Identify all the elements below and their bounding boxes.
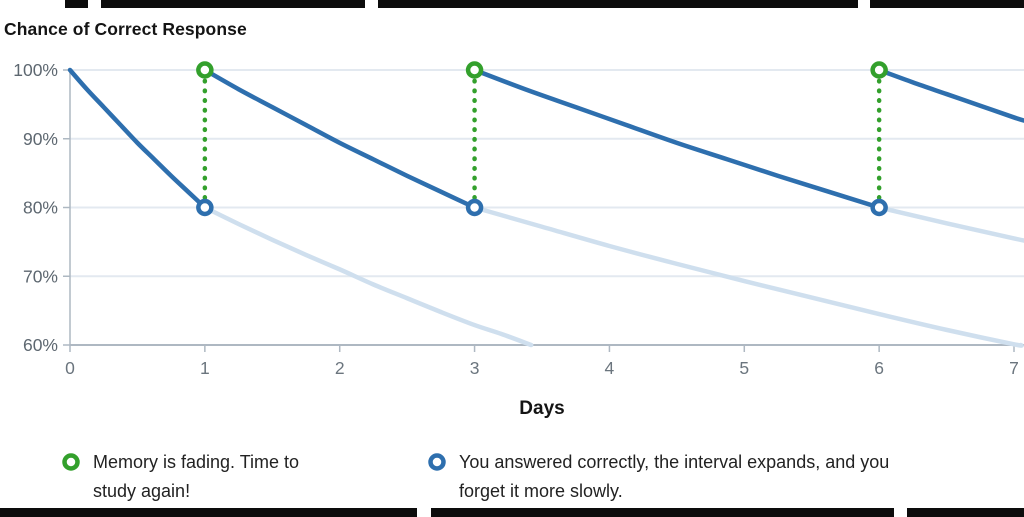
- svg-text:5: 5: [739, 358, 749, 378]
- svg-text:100%: 100%: [13, 60, 58, 80]
- svg-text:1: 1: [200, 358, 210, 378]
- legend-item-review-due: Memory is fading. Time to study again!: [60, 448, 299, 506]
- cropped-text-fragment: [101, 0, 365, 8]
- correct-answer-marker: [465, 198, 484, 217]
- svg-text:90%: 90%: [23, 129, 58, 149]
- retention-interval-1: [67, 67, 208, 210]
- svg-text:2: 2: [335, 358, 345, 378]
- cropped-content-bottom-strip: [0, 508, 1024, 517]
- x-axis-title: Days: [519, 398, 565, 419]
- legend-label-line: study again!: [93, 481, 191, 501]
- retention-interval-2: [202, 67, 477, 210]
- projected-forgetting-without-review-2: [472, 205, 1024, 348]
- study-again-marker: [870, 61, 888, 79]
- svg-text:6: 6: [874, 358, 884, 378]
- cropped-content-top-strip: [0, 0, 1024, 8]
- cropped-text-fragment: [65, 0, 88, 8]
- svg-text:0: 0: [65, 358, 75, 378]
- svg-text:70%: 70%: [23, 266, 58, 286]
- green-circle-icon: [62, 453, 80, 471]
- correct-answer-marker: [196, 198, 214, 217]
- cropped-text-fragment: [870, 0, 1024, 8]
- svg-text:80%: 80%: [23, 198, 58, 218]
- study-again-marker: [465, 61, 484, 79]
- svg-text:60%: 60%: [23, 335, 58, 355]
- projected-forgetting-without-review-1: [202, 205, 534, 348]
- chart-title: Chance of Correct Response: [4, 19, 247, 39]
- legend-label-review-due: Memory is fading. Time to study again!: [93, 448, 299, 506]
- correct-answer-marker: [870, 198, 888, 217]
- svg-text:3: 3: [470, 358, 480, 378]
- chart-legend: Memory is fading. Time to study again! Y…: [0, 448, 1024, 510]
- legend-label-answered-correctly: You answered correctly, the interval exp…: [459, 448, 889, 506]
- forgetting-curve-chart: 100% 90% 80% 70% 60% 0 1 2 3 4 5 6 7: [13, 60, 1024, 378]
- svg-text:4: 4: [605, 358, 615, 378]
- legend-label-line: You answered correctly, the interval exp…: [459, 452, 890, 472]
- blue-circle-icon: [428, 453, 446, 471]
- legend-label-line: forget it more slowly.: [459, 481, 623, 501]
- study-again-marker: [196, 61, 214, 79]
- retention-interval-4: [876, 67, 1024, 123]
- cropped-text-fragment: [378, 0, 858, 8]
- retention-interval-3: [472, 67, 882, 210]
- legend-item-answered-correctly: You answered correctly, the interval exp…: [426, 448, 889, 506]
- projected-forgetting-without-review-3: [876, 205, 1024, 243]
- cropped-text-fragment: [0, 508, 417, 517]
- cropped-text-fragment: [431, 508, 894, 517]
- legend-label-line: Memory is fading. Time to: [93, 452, 300, 472]
- svg-text:7: 7: [1009, 358, 1019, 378]
- cropped-text-fragment: [907, 508, 1024, 517]
